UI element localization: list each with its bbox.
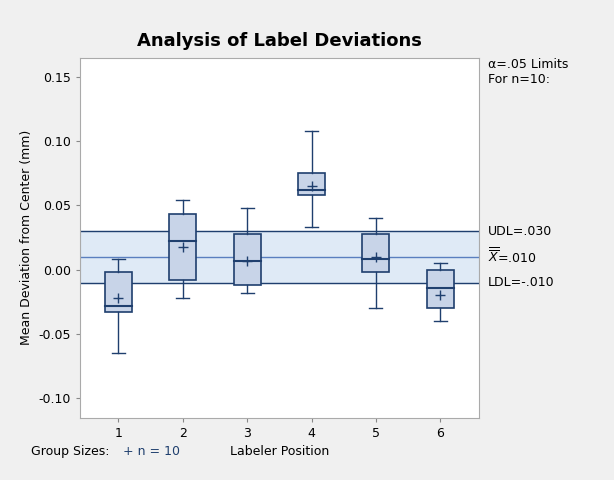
Text: $\overline{\overline{X}}$=.010: $\overline{\overline{X}}$=.010 <box>488 247 537 266</box>
Text: α=.05 Limits
For n=10:: α=.05 Limits For n=10: <box>488 58 569 85</box>
Bar <box>298 173 325 195</box>
Text: UDL=.030: UDL=.030 <box>488 225 553 238</box>
Bar <box>362 234 389 272</box>
Title: Analysis of Label Deviations: Analysis of Label Deviations <box>137 33 422 50</box>
Y-axis label: Mean Deviation from Center (mm): Mean Deviation from Center (mm) <box>20 130 33 345</box>
Bar <box>80 231 479 283</box>
Bar <box>169 215 196 280</box>
Text: Group Sizes:: Group Sizes: <box>31 444 109 458</box>
Bar <box>427 270 454 308</box>
Bar <box>105 272 132 312</box>
Bar <box>234 234 261 285</box>
Text: + n = 10: + n = 10 <box>123 444 180 458</box>
X-axis label: Labeler Position: Labeler Position <box>230 445 329 458</box>
Text: LDL=-.010: LDL=-.010 <box>488 276 555 289</box>
